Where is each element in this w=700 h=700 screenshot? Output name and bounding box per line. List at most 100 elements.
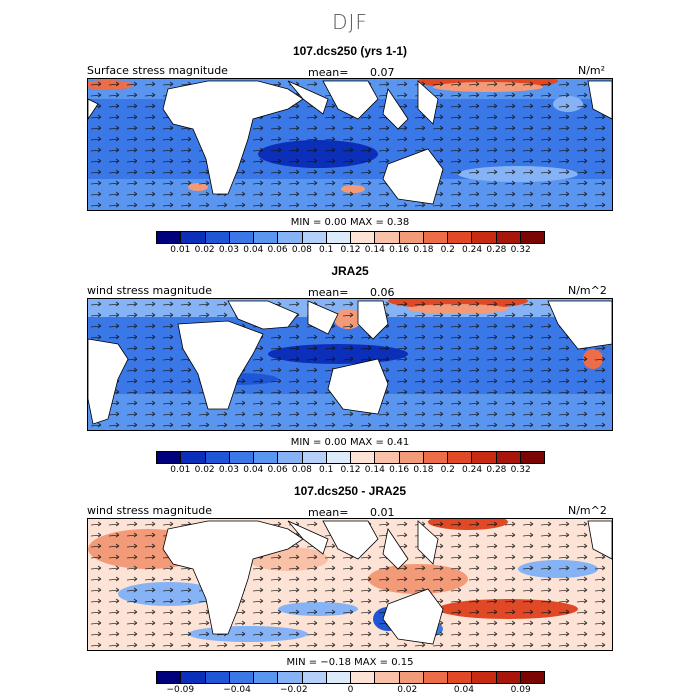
panel1-colorbar-ticks: 0.01 0.02 0.03 0.04 0.06 0.08 0.1 0.12 0.14 0.16 0… <box>156 245 545 257</box>
colorbar-swatch <box>278 232 303 243</box>
colorbar-tick-label: −0.02 <box>279 685 308 695</box>
panel3-mean-value: 0.01 <box>370 506 395 519</box>
colorbar-tick-label: 0.04 <box>243 245 264 255</box>
colorbar-swatch <box>326 452 351 463</box>
colorbar-swatch <box>181 232 206 243</box>
colorbar-swatch <box>375 232 400 243</box>
colorbar-swatch <box>181 452 206 463</box>
panel2-title: JRA25 <box>331 264 369 278</box>
colorbar-tick-label: 0.32 <box>510 465 531 475</box>
panel2-colorbar <box>156 451 545 464</box>
panel2-units: N/m^2 <box>568 284 607 297</box>
colorbar-tick-label: 0.06 <box>267 245 288 255</box>
colorbar-tick-label: 0.14 <box>364 465 385 475</box>
colorbar-swatch <box>302 232 327 243</box>
panel3-map-svg <box>88 519 612 650</box>
colorbar-swatch <box>302 452 327 463</box>
colorbar-swatch <box>448 232 473 243</box>
panel1-mean-label: mean= <box>308 66 349 79</box>
panel2-mean-label: mean= <box>308 286 349 299</box>
panel3-map <box>87 518 613 651</box>
colorbar-swatch <box>520 672 544 683</box>
colorbar-swatch <box>326 232 351 243</box>
panel2-colorbar-ticks: 0.01 0.02 0.03 0.04 0.06 0.08 0.1 0.12 0.14 0.16 0… <box>156 465 545 477</box>
colorbar-tick-label: 0.16 <box>389 465 410 475</box>
colorbar-swatch <box>351 232 376 243</box>
colorbar-swatch <box>423 452 448 463</box>
colorbar-tick-label: 0.24 <box>462 465 483 475</box>
colorbar-tick-label: 0.16 <box>389 245 410 255</box>
colorbar-tick-label: 0.32 <box>510 245 531 255</box>
colorbar-swatch <box>351 452 376 463</box>
colorbar-swatch <box>472 452 497 463</box>
colorbar-swatch <box>157 452 182 463</box>
colorbar-tick-label: 0.02 <box>194 245 215 255</box>
colorbar-swatch <box>472 232 497 243</box>
colorbar-tick-label: 0.01 <box>170 245 191 255</box>
panel3-variable-label: wind stress magnitude <box>87 504 213 517</box>
colorbar-tick-label: 0.02 <box>194 465 215 475</box>
colorbar-tick-label: 0.1 <box>319 245 334 255</box>
colorbar-swatch <box>399 672 424 683</box>
colorbar-tick-label: 0 <box>347 685 354 695</box>
colorbar-tick-label: 0.02 <box>397 685 418 695</box>
panel3-units: N/m^2 <box>568 504 607 517</box>
colorbar-swatch <box>181 672 206 683</box>
colorbar-swatch <box>520 452 544 463</box>
colorbar-tick-label: 0.24 <box>462 245 483 255</box>
panel1-map-svg <box>88 79 612 210</box>
panel1-units: N/m² <box>578 64 606 77</box>
panel1-variable-label: Surface stress magnitude <box>87 64 228 77</box>
panel2-mean-value: 0.06 <box>370 286 395 299</box>
colorbar-swatch <box>229 232 254 243</box>
panel2-map-svg <box>88 299 612 430</box>
colorbar-swatch <box>205 672 230 683</box>
colorbar-tick-label: 0.03 <box>218 465 239 475</box>
colorbar-tick-label: 0.28 <box>486 245 507 255</box>
colorbar-swatch <box>448 672 473 683</box>
colorbar-tick-label: 0.28 <box>486 465 507 475</box>
panel3-colorbar <box>156 671 545 684</box>
colorbar-tick-label: 0.08 <box>291 465 312 475</box>
colorbar-swatch <box>157 232 182 243</box>
panel1-map <box>87 78 613 211</box>
colorbar-tick-label: 0.18 <box>413 245 434 255</box>
colorbar-swatch <box>278 672 303 683</box>
panel2-variable-label: wind stress magnitude <box>87 284 213 297</box>
colorbar-swatch <box>205 452 230 463</box>
colorbar-tick-label: −0.09 <box>166 685 195 695</box>
colorbar-tick-label: 0.1 <box>319 465 334 475</box>
colorbar-swatch <box>423 672 448 683</box>
panel1-mean-value: 0.07 <box>370 66 395 79</box>
panel2-map <box>87 298 613 431</box>
panel1-minmax: MIN = 0.00 MAX = 0.38 <box>290 217 410 228</box>
colorbar-tick-label: 0.12 <box>340 245 361 255</box>
colorbar-swatch <box>278 452 303 463</box>
colorbar-tick-label: 0.14 <box>364 245 385 255</box>
colorbar-swatch <box>205 232 230 243</box>
figure-title: DJF <box>332 10 368 34</box>
colorbar-tick-label: 0.04 <box>453 685 474 695</box>
colorbar-tick-label: 0.09 <box>510 685 531 695</box>
colorbar-tick-label: 0.2 <box>440 465 455 475</box>
colorbar-swatch <box>229 452 254 463</box>
colorbar-swatch <box>423 232 448 243</box>
colorbar-swatch <box>496 452 521 463</box>
panel3-mean-label: mean= <box>308 506 349 519</box>
colorbar-swatch <box>375 452 400 463</box>
panel3-title: 107.dcs250 - JRA25 <box>293 484 407 498</box>
colorbar-swatch <box>229 672 254 683</box>
panel1-colorbar <box>156 231 545 244</box>
colorbar-swatch <box>399 452 424 463</box>
colorbar-swatch <box>351 672 376 683</box>
colorbar-swatch <box>326 672 351 683</box>
colorbar-swatch <box>496 672 521 683</box>
colorbar-swatch <box>254 452 279 463</box>
colorbar-tick-label: 0.06 <box>267 465 288 475</box>
colorbar-tick-label: 0.03 <box>218 245 239 255</box>
colorbar-swatch <box>399 232 424 243</box>
colorbar-swatch <box>496 232 521 243</box>
colorbar-tick-label: 0.04 <box>243 465 264 475</box>
colorbar-tick-label: 0.18 <box>413 465 434 475</box>
colorbar-tick-label: 0.12 <box>340 465 361 475</box>
